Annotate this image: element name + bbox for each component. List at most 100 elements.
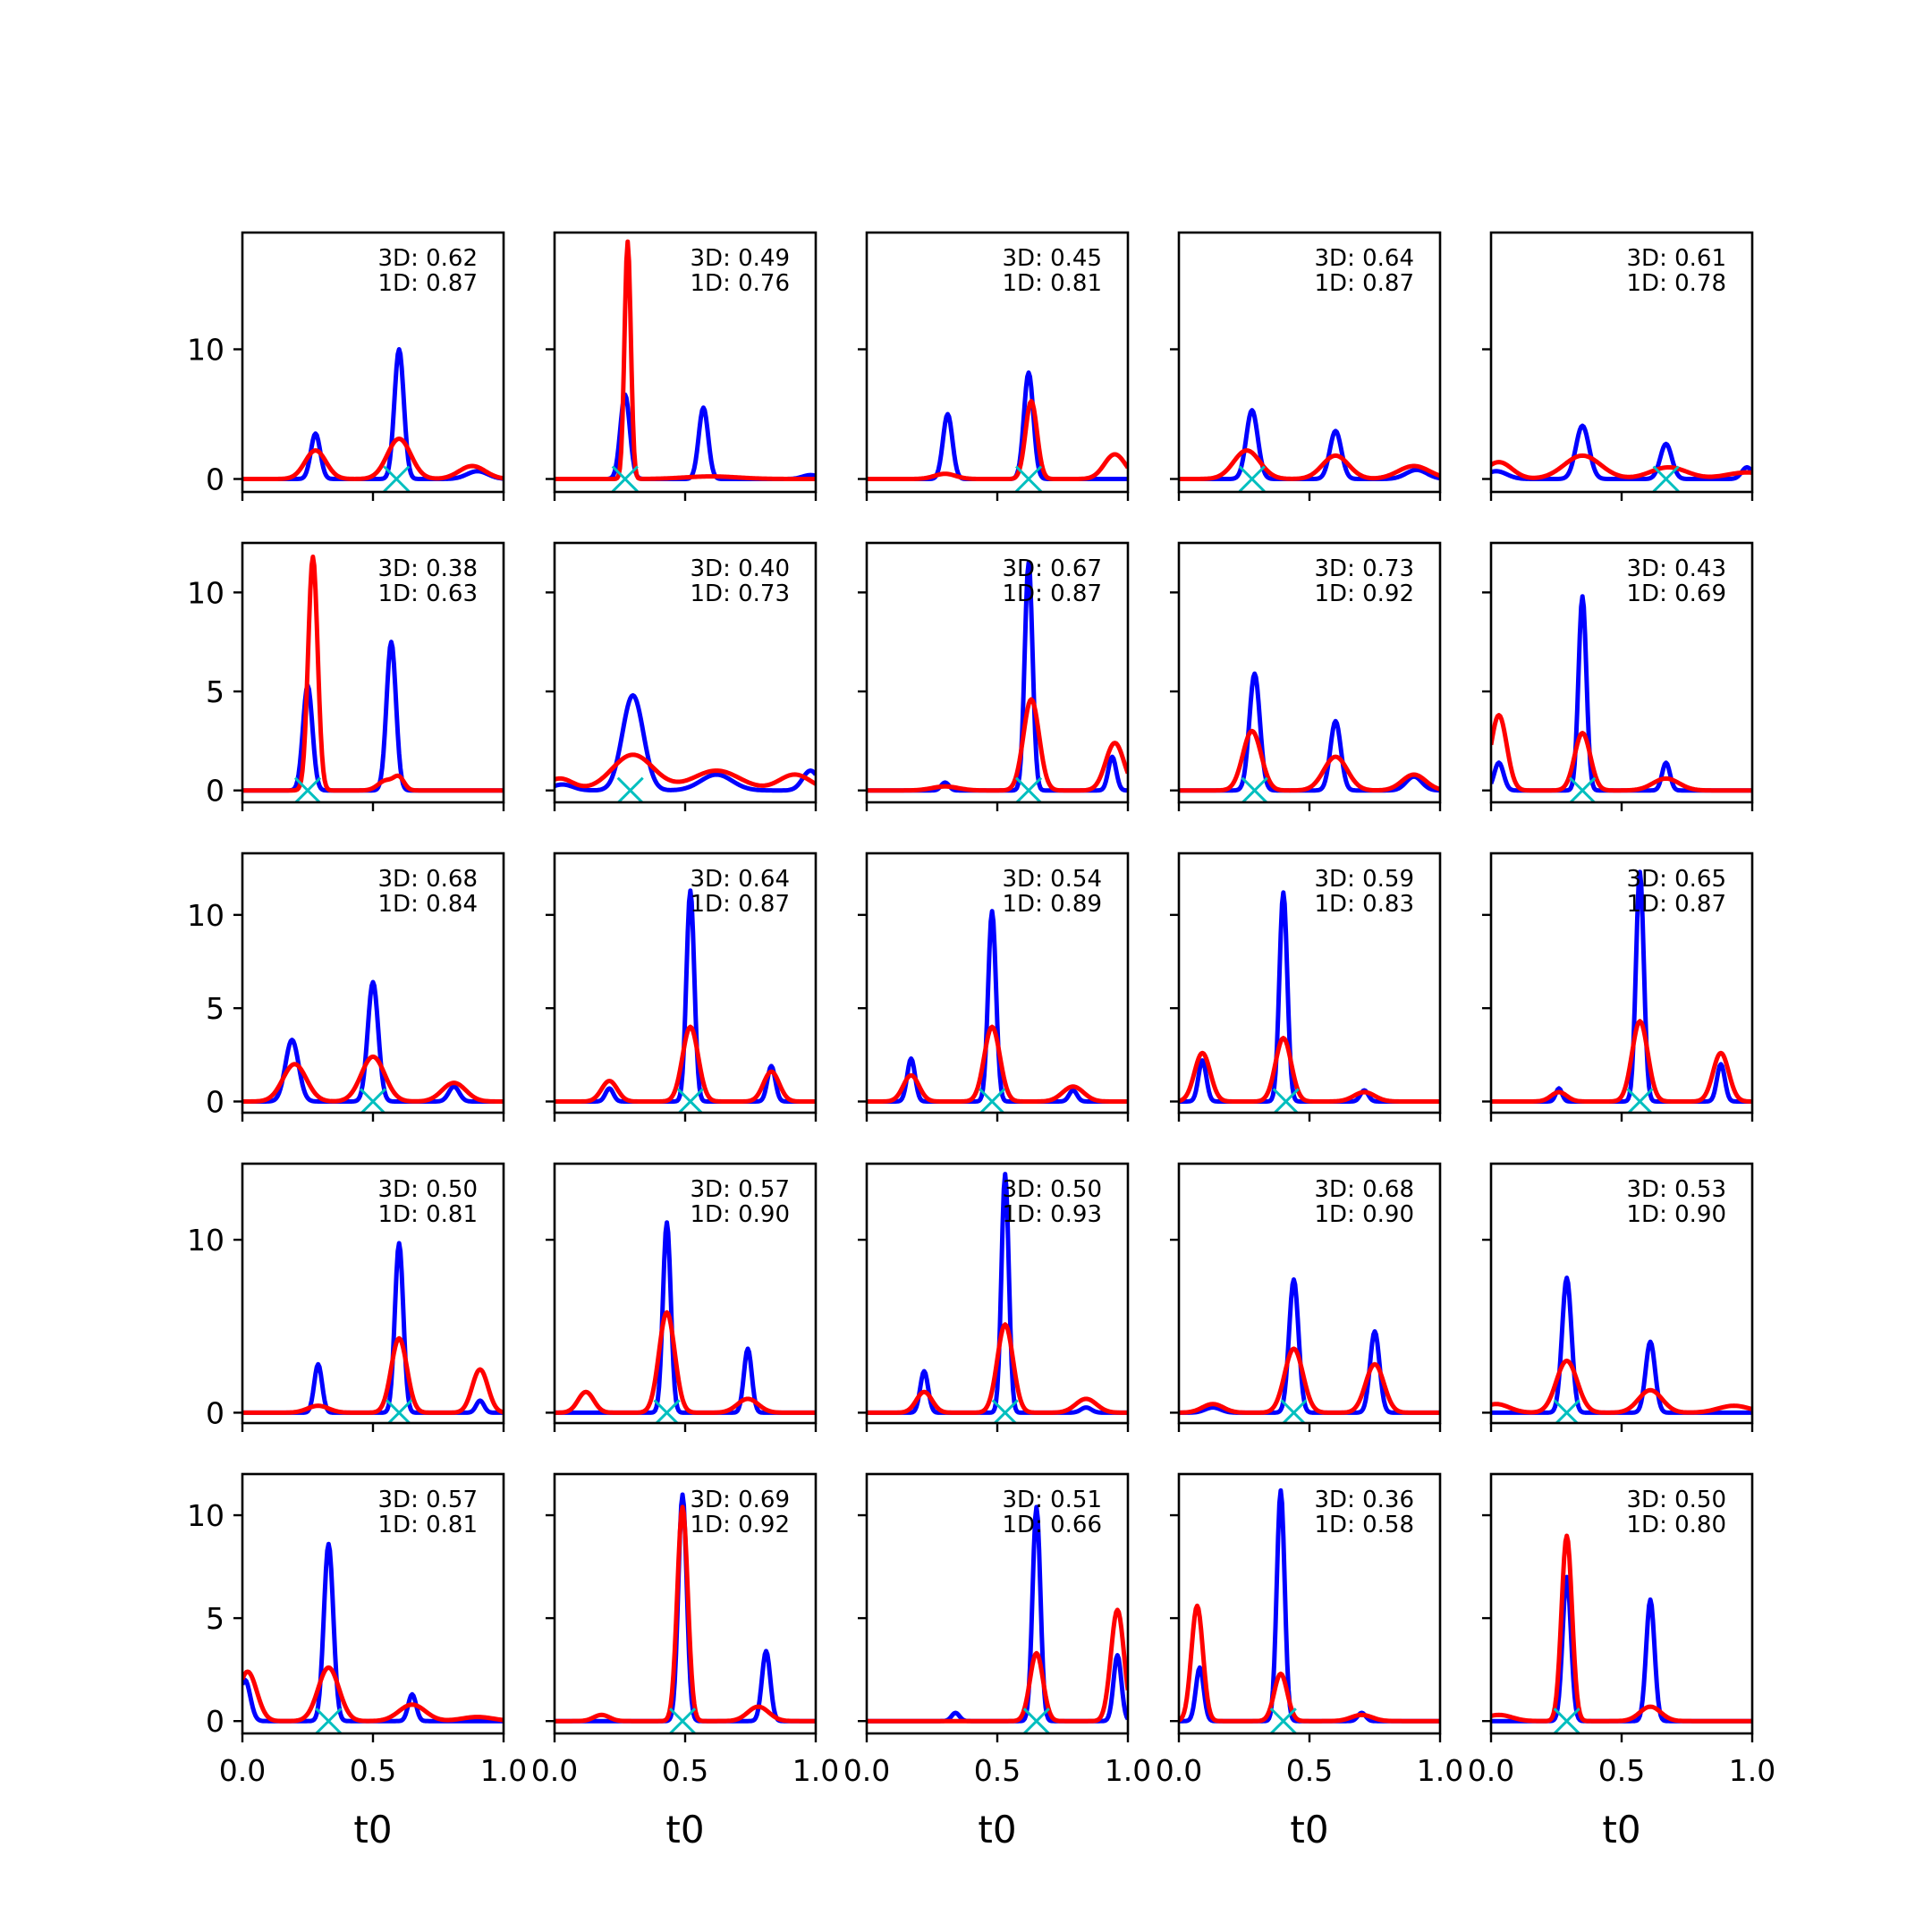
plot-area [555,1220,816,1423]
red-series-line [867,1607,1128,1724]
marker-stroke [315,1707,343,1733]
marker-cross [1569,776,1597,802]
red-series-line [867,1322,1128,1415]
plot-area [1179,671,1440,802]
red-series-line [555,1504,816,1724]
marker-cross [1626,1088,1654,1113]
score-annotation-3d: 3D: 0.50 [1003,1176,1102,1203]
red-series-line [555,1309,816,1415]
x-tick-label: 1.0 [480,1753,527,1788]
x-tick-label: 0.0 [531,1753,578,1788]
score-annotation-3d: 3D: 0.51 [1003,1487,1102,1513]
score-annotation-1d: 1D: 0.87 [691,891,790,918]
score-annotation-3d: 3D: 0.65 [1627,866,1726,893]
plot-area [242,979,504,1113]
marker-cross [991,1399,1019,1423]
marker-cross [383,465,411,492]
x-tick-label: 0.0 [1468,1753,1514,1788]
x-tick-label: 0.5 [1286,1753,1333,1788]
blue-series-line [555,888,816,1104]
score-annotation-3d: 3D: 0.68 [1315,1176,1414,1203]
x-tick-label: 1.0 [1105,1753,1151,1788]
score-annotation-3d: 3D: 0.61 [1627,245,1726,272]
score-annotation-1d: 1D: 0.87 [1627,891,1726,918]
marker-cross [293,776,322,802]
y-tick-label: 5 [206,991,225,1026]
red-series-line [555,752,816,789]
score-annotation-1d: 1D: 0.78 [1627,270,1726,297]
y-tick-label: 0 [206,774,225,809]
marker-cross [1238,465,1266,492]
red-series-line [1491,453,1752,480]
marker-stroke [1569,776,1597,802]
marker-cross [1269,1707,1297,1733]
marker-stroke [1554,1399,1580,1423]
y-tick-label: 10 [187,898,225,933]
score-annotation-3d: 3D: 0.57 [378,1487,478,1513]
x-tick-label: 0.5 [350,1753,396,1788]
x-axis-label: t0 [665,1808,704,1852]
score-annotation-3d: 3D: 0.67 [1003,555,1102,582]
score-annotation-1d: 1D: 0.92 [691,1512,790,1538]
marker-cross [1652,465,1680,492]
blue-series-line [1179,1277,1440,1415]
plot-area [1179,890,1440,1113]
score-annotation-1d: 1D: 0.69 [1627,580,1726,607]
x-tick-label: 0.0 [843,1753,890,1788]
marker-cross [1014,776,1043,802]
red-series-line [242,436,504,481]
blue-series-line [242,979,504,1104]
red-series-line [867,399,1128,481]
x-tick-label: 0.0 [219,1753,266,1788]
red-series-line [1179,728,1440,793]
marker-cross [1014,465,1043,492]
score-annotation-3d: 3D: 0.40 [691,555,790,582]
marker-cross [979,1088,1006,1113]
blue-series-line [555,692,816,793]
score-annotation-3d: 3D: 0.45 [1003,245,1102,272]
marker-stroke [1014,776,1043,802]
marker-stroke [979,1088,1006,1113]
score-annotation-3d: 3D: 0.68 [378,866,478,893]
score-annotation-1d: 1D: 0.81 [378,1201,478,1228]
marker-stroke [293,776,322,802]
plot-area [555,692,816,802]
marker-cross [611,465,639,492]
marker-cross [1241,776,1268,802]
score-annotation-3d: 3D: 0.59 [1315,866,1414,893]
x-tick-label: 1.0 [1417,1753,1463,1788]
plot-area [1179,408,1440,492]
score-annotation-1d: 1D: 0.58 [1315,1512,1414,1538]
score-annotation-3d: 3D: 0.36 [1315,1487,1414,1513]
y-tick-label: 5 [206,674,225,709]
score-annotation-1d: 1D: 0.92 [1315,580,1414,607]
y-tick-label: 0 [206,1704,225,1739]
plot-area [867,1504,1128,1733]
red-series-line [555,1024,816,1104]
marker-cross [315,1707,343,1733]
y-tick-label: 5 [206,1601,225,1636]
score-annotation-1d: 1D: 0.87 [378,270,478,297]
plot-area [242,1541,504,1733]
score-annotation-3d: 3D: 0.73 [1315,555,1414,582]
x-tick-label: 1.0 [1729,1753,1775,1788]
marker-stroke [1269,1707,1297,1733]
plot-area [555,888,816,1113]
score-annotation-1d: 1D: 0.81 [378,1512,478,1538]
plot-area [1491,594,1752,802]
red-series-line [555,239,816,481]
marker-stroke [616,776,644,802]
score-annotation-1d: 1D: 0.87 [1315,270,1414,297]
